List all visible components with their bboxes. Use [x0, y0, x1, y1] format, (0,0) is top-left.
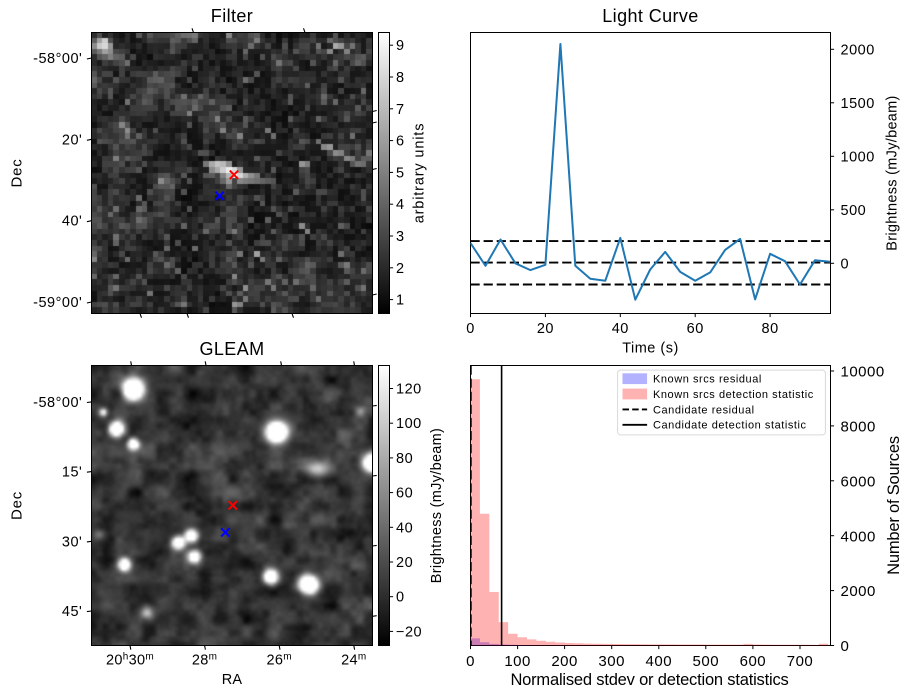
svg-text:0: 0	[466, 321, 475, 337]
svg-text:500: 500	[693, 653, 720, 670]
svg-text:Normalised stdev or detection: Normalised stdev or detection statistics	[510, 671, 788, 689]
svg-text:arbitrary units: arbitrary units	[412, 123, 428, 224]
svg-text:500: 500	[841, 203, 867, 219]
svg-text:45': 45'	[62, 604, 82, 620]
svg-text:Candidate residual: Candidate residual	[653, 404, 755, 416]
svg-text:15': 15'	[62, 465, 82, 481]
svg-text:Light Curve: Light Curve	[602, 6, 698, 26]
svg-text:5: 5	[396, 165, 404, 181]
svg-text:1500: 1500	[841, 96, 875, 112]
svg-text:Time (s): Time (s)	[622, 340, 679, 356]
svg-text:20: 20	[396, 555, 413, 571]
svg-text:400: 400	[646, 653, 673, 670]
svg-text:-58°00': -58°00'	[33, 395, 82, 411]
svg-text:Brightness (mJy/beam): Brightness (mJy/beam)	[429, 428, 445, 583]
svg-text:700: 700	[787, 653, 814, 670]
svg-text:6000: 6000	[841, 473, 876, 490]
svg-text:20h30m: 20h30m	[106, 652, 154, 669]
svg-text:1000: 1000	[841, 150, 875, 166]
svg-text:Number of Sources: Number of Sources	[885, 436, 903, 575]
svg-text:1: 1	[396, 293, 404, 309]
svg-text:8000: 8000	[841, 419, 876, 436]
svg-text:Filter: Filter	[211, 6, 253, 26]
svg-text:7: 7	[396, 102, 404, 118]
svg-text:Known srcs residual: Known srcs residual	[653, 374, 762, 386]
svg-text:−20: −20	[396, 624, 422, 640]
svg-text:300: 300	[598, 653, 625, 670]
svg-text:100: 100	[504, 653, 531, 670]
svg-text:80: 80	[396, 451, 413, 467]
svg-text:28m: 28m	[192, 652, 217, 669]
svg-text:Dec: Dec	[9, 491, 26, 520]
svg-text:3: 3	[396, 229, 404, 245]
svg-text:Brightness (mJy/beam): Brightness (mJy/beam)	[885, 95, 901, 250]
svg-text:20': 20'	[62, 132, 82, 148]
svg-text:Dec: Dec	[9, 158, 26, 187]
svg-text:9: 9	[396, 38, 404, 54]
svg-text:2000: 2000	[841, 583, 876, 600]
svg-text:RA: RA	[222, 672, 243, 688]
svg-text:26m: 26m	[267, 652, 292, 669]
svg-text:60: 60	[687, 321, 704, 337]
svg-text:40': 40'	[62, 214, 82, 230]
svg-text:0: 0	[841, 257, 850, 273]
svg-text:200: 200	[551, 653, 578, 670]
svg-text:24m: 24m	[341, 652, 366, 669]
svg-text:40: 40	[396, 520, 413, 536]
svg-text:0: 0	[396, 590, 405, 606]
svg-text:10000: 10000	[841, 364, 885, 381]
svg-text:4000: 4000	[841, 528, 876, 545]
svg-text:GLEAM: GLEAM	[199, 339, 264, 359]
svg-text:2000: 2000	[841, 43, 875, 59]
svg-text:120: 120	[396, 382, 422, 398]
svg-text:-58°00': -58°00'	[33, 51, 82, 67]
svg-text:30': 30'	[62, 534, 82, 550]
svg-text:600: 600	[740, 653, 767, 670]
svg-text:60: 60	[396, 486, 413, 502]
svg-text:100: 100	[396, 416, 422, 432]
svg-text:8: 8	[396, 70, 404, 86]
svg-text:80: 80	[762, 321, 779, 337]
svg-text:Candidate detection statistic: Candidate detection statistic	[653, 420, 807, 432]
svg-text:4: 4	[396, 197, 404, 213]
svg-text:40: 40	[612, 321, 629, 337]
svg-text:Known srcs detection statistic: Known srcs detection statistic	[653, 389, 814, 401]
svg-text:0: 0	[841, 638, 850, 655]
svg-text:2: 2	[396, 261, 404, 277]
svg-text:-59°00': -59°00'	[33, 295, 82, 311]
svg-text:6: 6	[396, 134, 404, 150]
svg-text:20: 20	[537, 321, 554, 337]
svg-text:0: 0	[466, 653, 475, 670]
